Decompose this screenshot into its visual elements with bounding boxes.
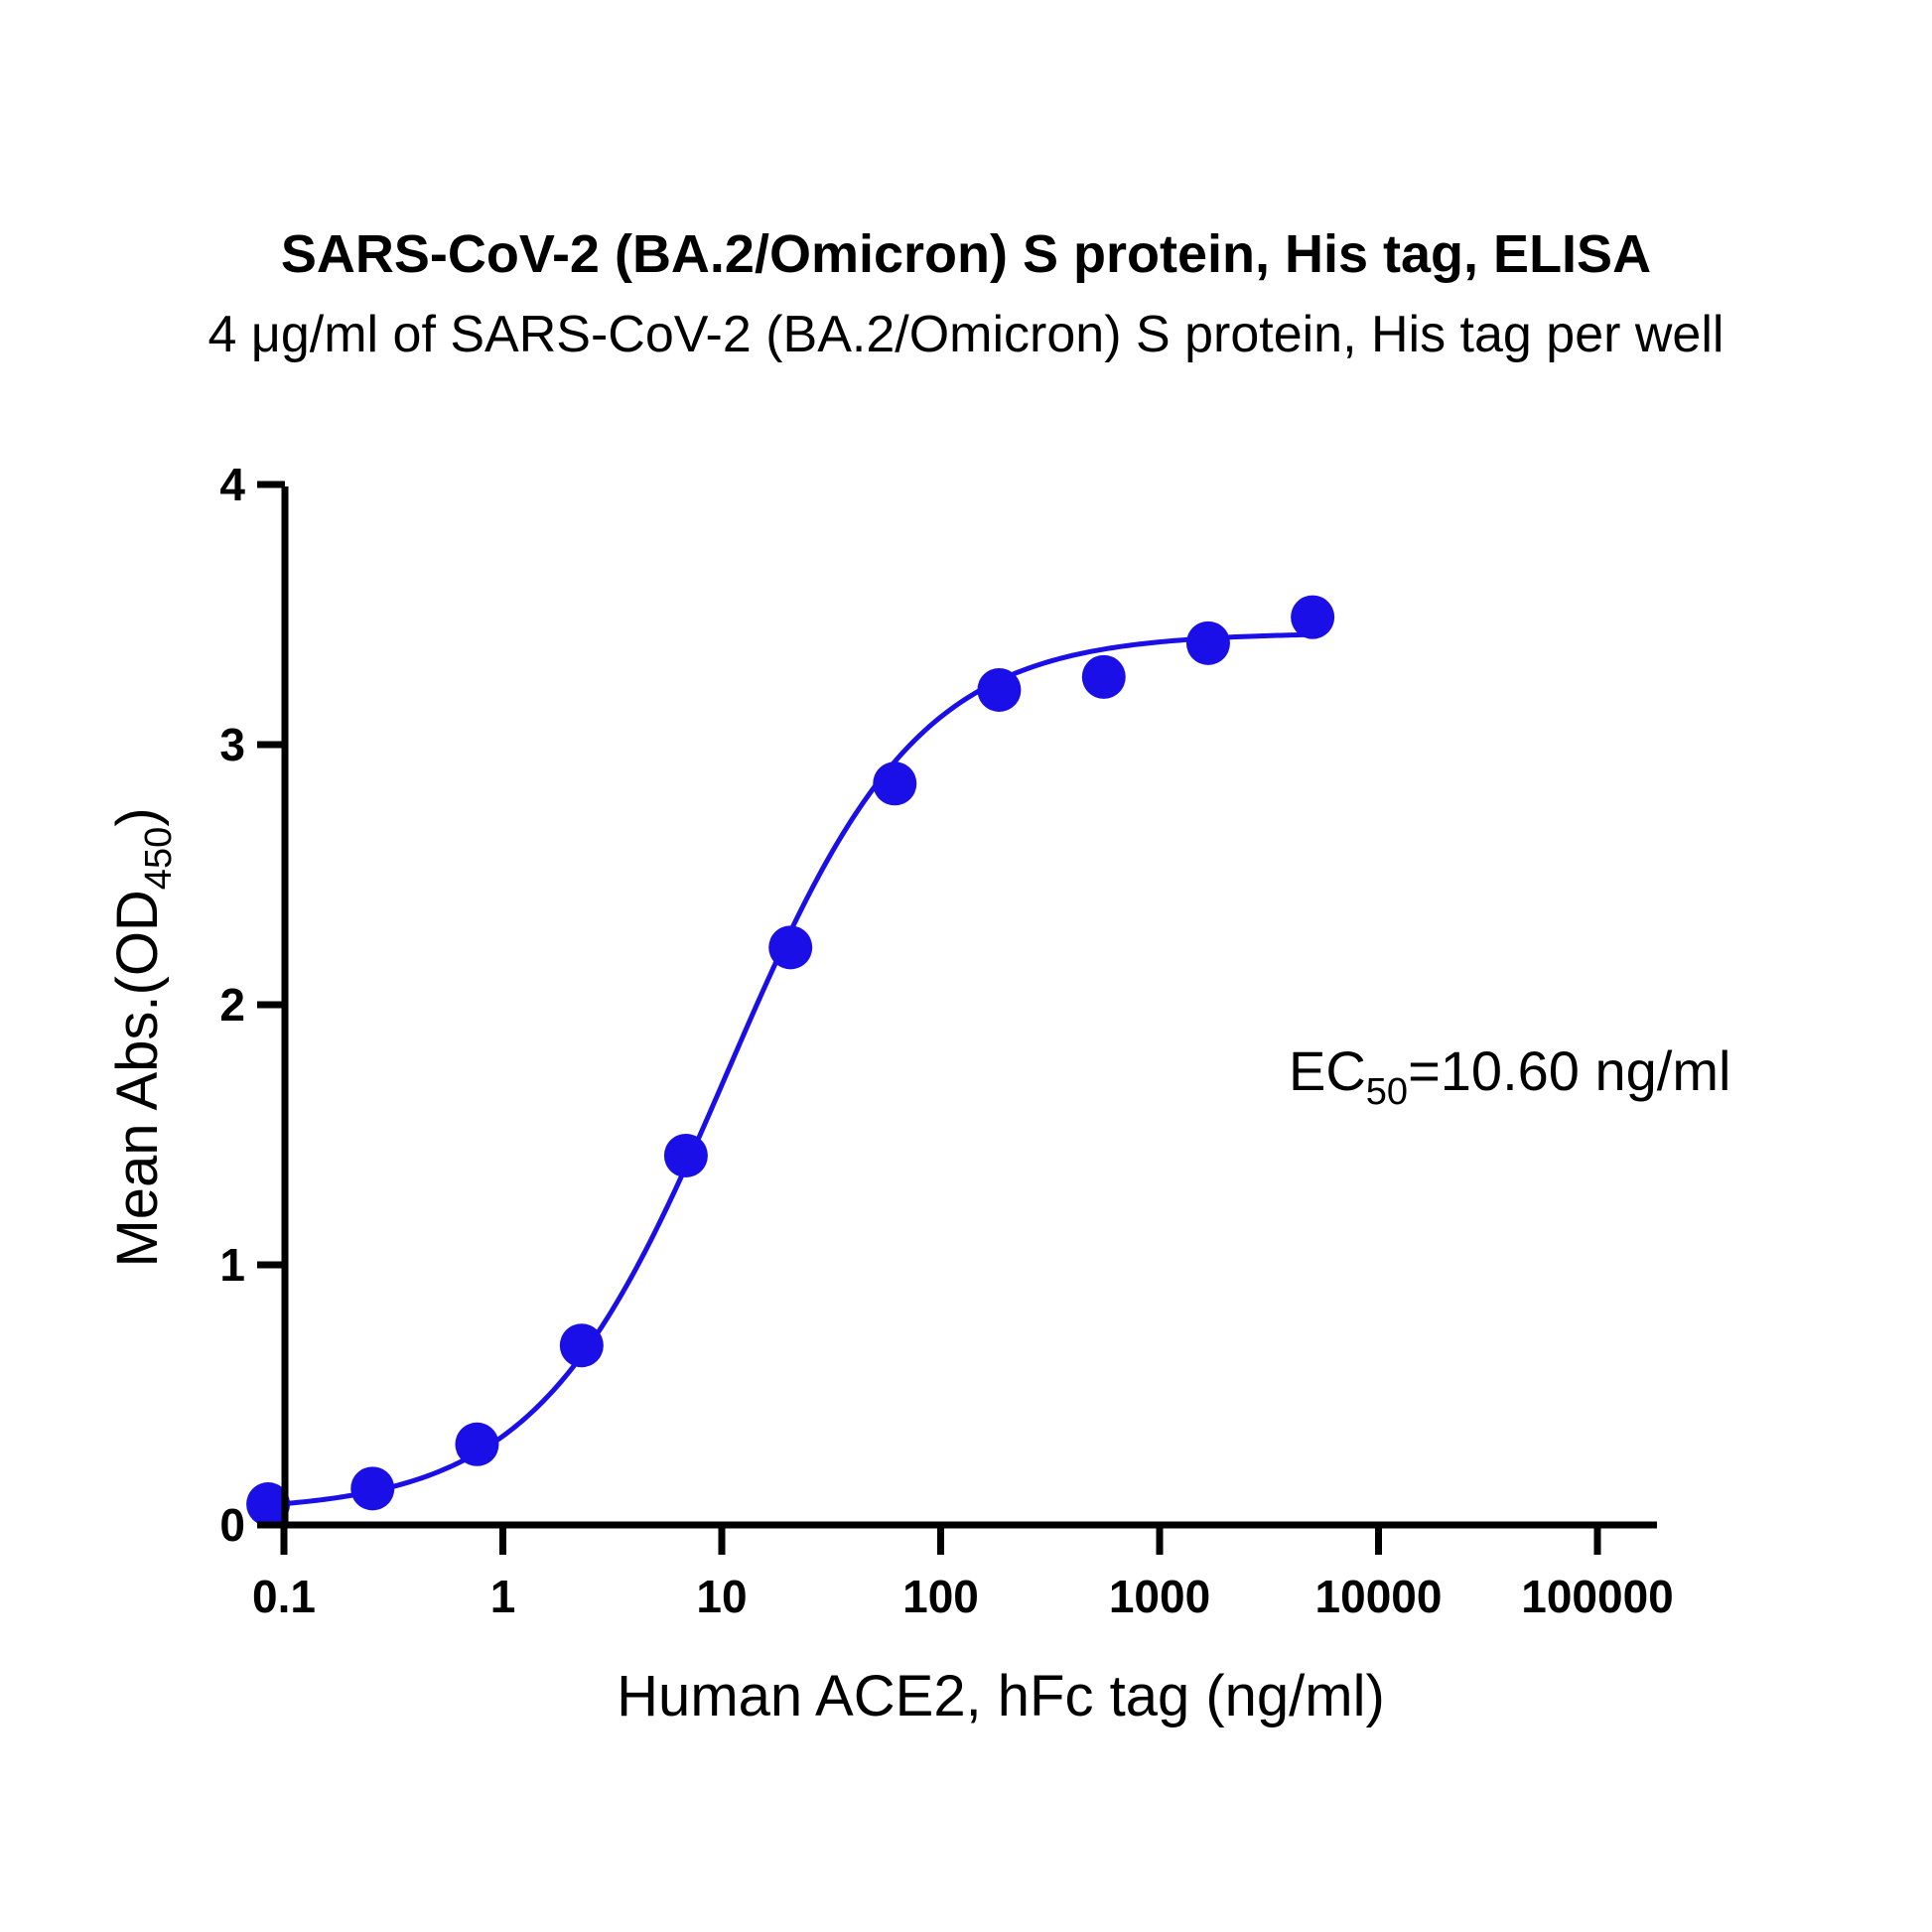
- data-point: [977, 667, 1022, 712]
- x-tick-label: 0.1: [252, 1571, 316, 1622]
- y-tick-label: 1: [219, 1239, 245, 1291]
- y-tick-label: 4: [219, 459, 245, 510]
- data-point: [873, 761, 917, 806]
- y-axis-label-main: Mean Abs.(OD: [105, 890, 170, 1267]
- data-point: [1185, 621, 1230, 665]
- axes-layer: 0 1 2 3 4 0.1 1 10 100 1000 10000 100000: [219, 459, 1673, 1622]
- y-tick-label: 2: [219, 979, 245, 1031]
- ec50-value: =10.60 ng/ml: [1408, 1039, 1730, 1102]
- data-point: [246, 1482, 291, 1527]
- ec50-subscript: 50: [1366, 1071, 1408, 1113]
- data-point: [1081, 654, 1126, 699]
- x-tick-label: 100000: [1521, 1571, 1674, 1622]
- data-point: [663, 1133, 708, 1177]
- y-axis-label-subscript: 450: [138, 827, 180, 890]
- x-axis-label: Human ACE2, hFc tag (ng/ml): [617, 1664, 1385, 1728]
- x-tick-label: 1000: [1109, 1571, 1210, 1622]
- x-tick-label: 100: [902, 1571, 979, 1622]
- y-tick-label: 3: [219, 719, 245, 770]
- ec50-annotation: EC50=10.60 ng/ml: [1289, 1039, 1730, 1113]
- y-axis-label-close: ): [105, 807, 170, 826]
- chart-title: SARS-CoV-2 (BA.2/Omicron) S protein, His…: [281, 224, 1651, 284]
- data-point: [350, 1466, 395, 1511]
- data-point: [1291, 595, 1335, 639]
- y-tick-label: 0: [219, 1499, 245, 1551]
- y-axis-label: Mean Abs.(OD450): [105, 807, 180, 1267]
- x-tick-label: 10: [696, 1571, 747, 1622]
- data-point: [455, 1422, 499, 1466]
- ec50-prefix: EC: [1289, 1039, 1366, 1102]
- data-point: [559, 1323, 604, 1368]
- fit-curve-layer: [267, 631, 1313, 1508]
- chart-subtitle: 4 μg/ml of SARS-CoV-2 (BA.2/Omicron) S p…: [208, 306, 1725, 363]
- x-tick-label: 10000: [1315, 1571, 1443, 1622]
- data-points-layer: [246, 595, 1335, 1527]
- fit-curve: [267, 631, 1313, 1508]
- x-tick-label: 1: [490, 1571, 516, 1622]
- data-point: [768, 925, 813, 970]
